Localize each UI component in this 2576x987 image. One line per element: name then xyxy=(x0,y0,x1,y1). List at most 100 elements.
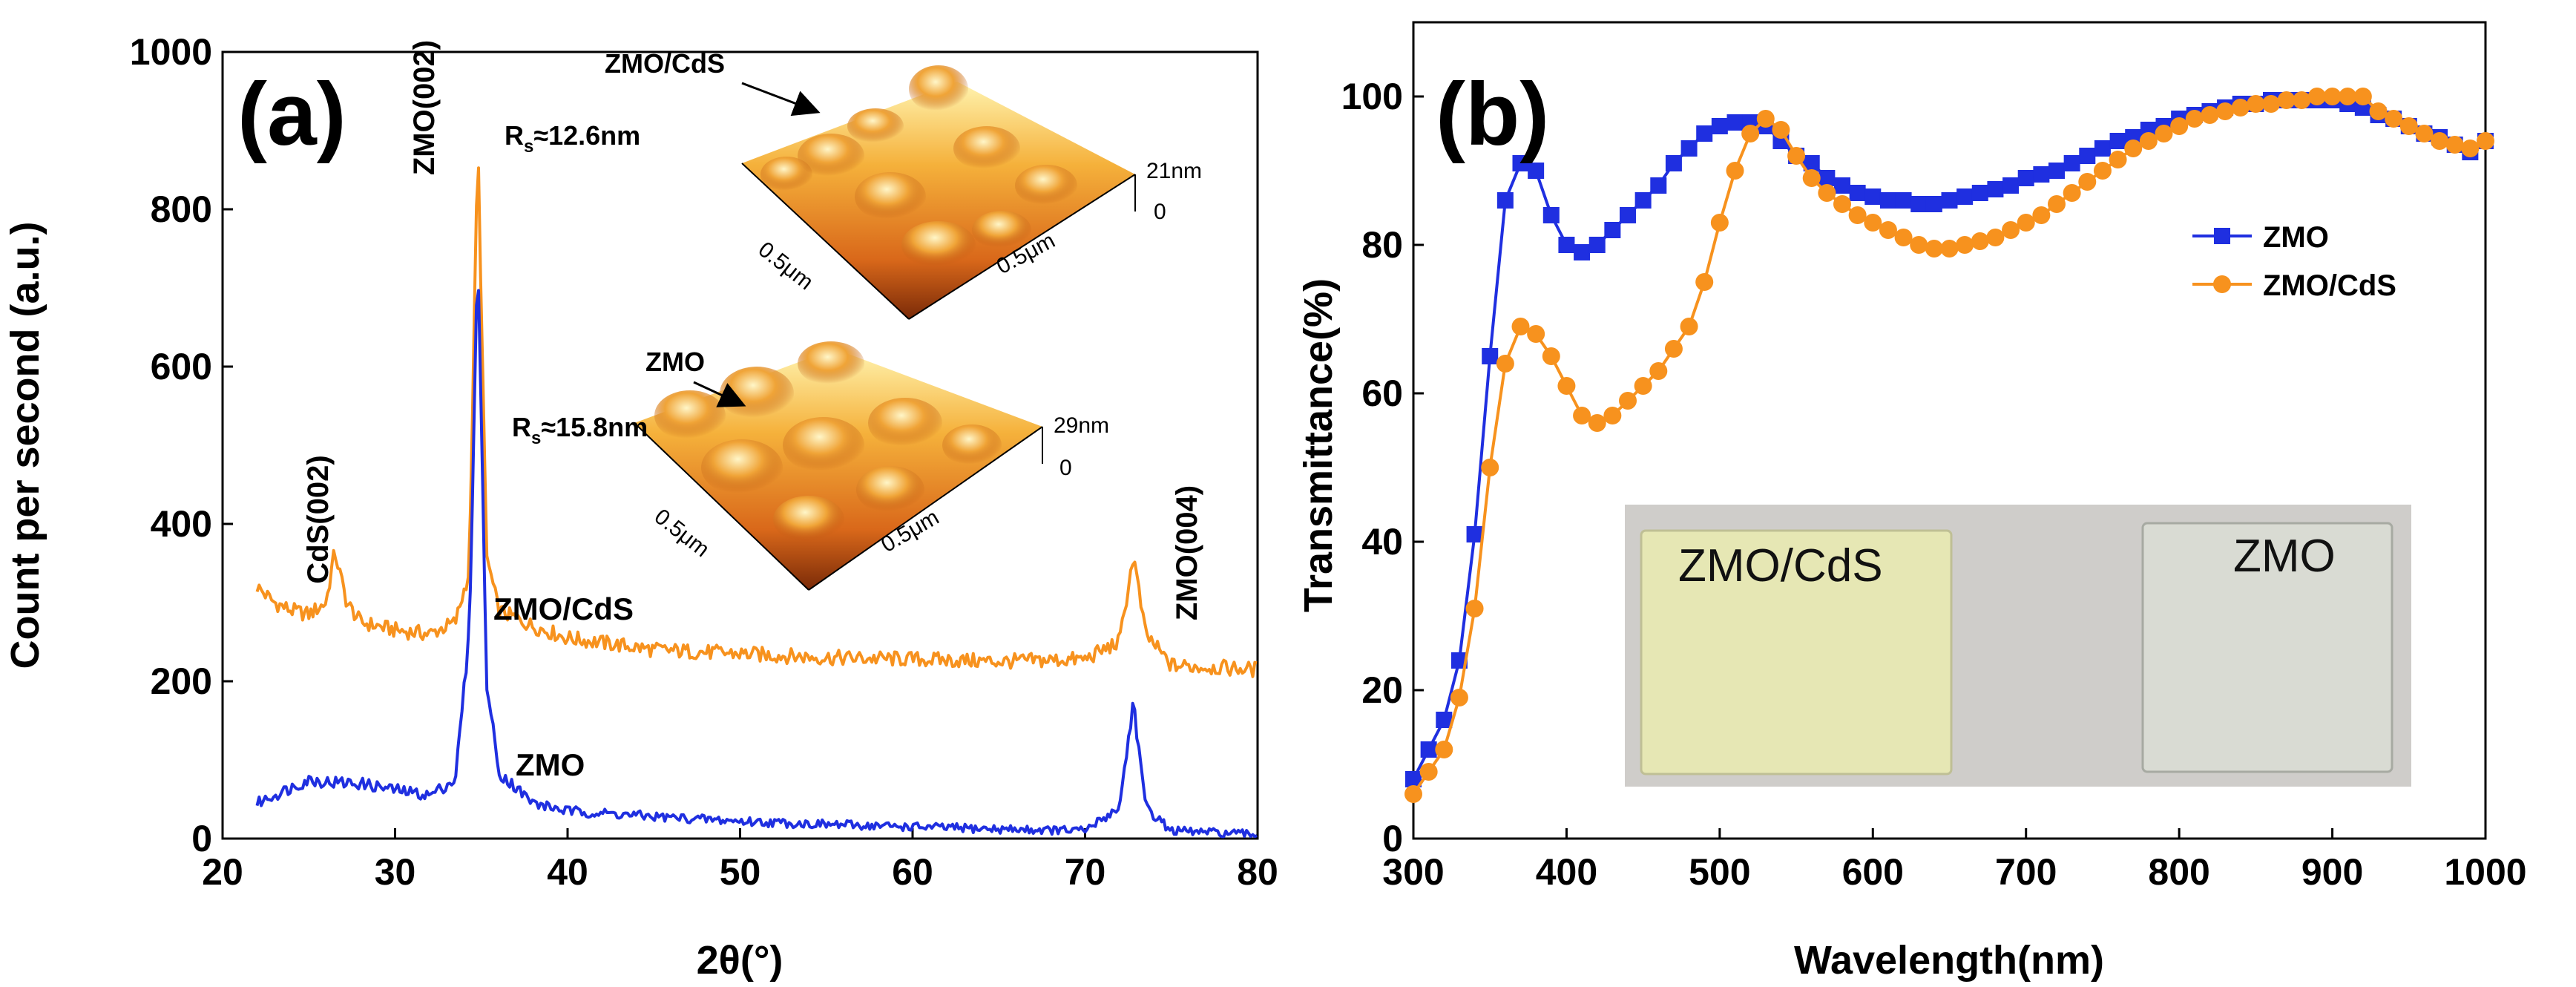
data-point-zmo xyxy=(1895,192,1912,209)
afm-zmax-zmo: 29nm xyxy=(1054,413,1109,438)
panel-a-x-tick-label: 40 xyxy=(547,851,588,893)
data-point-zmo-cds xyxy=(1619,392,1637,410)
photo-label-zmo: ZMO xyxy=(2233,531,2336,582)
data-point-zmo xyxy=(1604,222,1621,238)
panel-a-y-tick-label: 200 xyxy=(151,660,212,702)
data-point-zmo-cds xyxy=(1664,340,1683,358)
panel-b-y-tick-label: 80 xyxy=(1361,224,1403,266)
data-point-zmo xyxy=(1971,185,1988,201)
panel-a-x-axis-title: 2θ(°) xyxy=(697,938,783,983)
data-point-zmo-cds xyxy=(1710,214,1729,232)
data-point-zmo xyxy=(2063,155,2080,171)
afm-edge xyxy=(808,426,1043,591)
panel-a-y-tick-label: 0 xyxy=(191,818,212,859)
sample-photo-inset: ZMO/CdS ZMO xyxy=(1625,505,2411,787)
panel-b-y-tick-label: 100 xyxy=(1341,76,1403,117)
photo-sample-zmo-cds xyxy=(1640,529,1953,776)
data-point-zmo-cds xyxy=(2093,162,2112,180)
data-point-zmo-cds xyxy=(1603,407,1622,424)
data-point-zmo-cds xyxy=(2017,214,2035,232)
panel-b-transmittance-chart: 300 400 500 600 700 800 900 1000 0 20 40 60 80 100 ZM… xyxy=(1296,21,2527,983)
data-point-zmo xyxy=(1542,207,1560,223)
panel-b-label: (b) xyxy=(1436,65,1549,164)
afm-arrow-zmo-cds xyxy=(741,82,821,117)
data-point-zmo xyxy=(1803,155,1820,171)
data-point-zmo xyxy=(1849,185,1866,201)
data-point-zmo xyxy=(2002,177,2020,194)
panel-b-x-tick-label: 300 xyxy=(1382,851,1444,893)
data-point-zmo-cds xyxy=(1925,240,1943,258)
data-point-zmo xyxy=(1818,170,1836,186)
data-point-zmo-cds xyxy=(2262,95,2280,113)
data-point-zmo xyxy=(1482,348,1499,364)
panel-a-y-axis-title: Count per second (a.u.) xyxy=(3,221,47,669)
data-point-zmo xyxy=(1956,188,1974,205)
panel-a-x-tick-label: 70 xyxy=(1065,851,1106,893)
legend-marker-zmo-cds xyxy=(2213,275,2231,293)
data-point-zmo xyxy=(1405,771,1422,787)
data-point-zmo xyxy=(1987,181,2004,197)
panel-b-legend: ZMO ZMO/CdS xyxy=(2192,221,2396,302)
data-point-zmo-cds xyxy=(1848,206,1867,224)
afm-edge xyxy=(634,422,809,591)
afm-zmin-zmo: 0 xyxy=(1059,456,1072,480)
afm-bumps-zmo xyxy=(654,341,1002,543)
data-point-zmo-cds xyxy=(1910,236,1928,254)
data-point-zmo-cds xyxy=(1419,763,1438,781)
data-point-zmo-cds xyxy=(1435,741,1453,758)
panel-a-series xyxy=(255,166,1258,839)
data-point-zmo-cds xyxy=(1511,318,1530,335)
data-point-zmo-cds xyxy=(1756,110,1775,128)
data-point-zmo-cds xyxy=(1465,600,1484,617)
afm-zmax-zmo-cds: 21nm xyxy=(1146,159,1202,183)
panel-b-x-tick-label: 600 xyxy=(1842,851,1904,893)
data-point-zmo xyxy=(1726,114,1744,131)
afm-inset-zmo: ZMO Rs≈15.8nm 29nm 0 0.5μm 0.5μm xyxy=(512,341,1109,591)
xrd-series-zmo-cds xyxy=(255,166,1258,678)
peak-label-zmo002: ZMO(002) xyxy=(408,40,441,175)
data-point-zmo-cds xyxy=(1864,214,1882,232)
data-point-zmo xyxy=(2048,163,2065,179)
data-point-zmo-cds xyxy=(2307,88,2326,105)
data-point-zmo-cds xyxy=(2339,88,2357,105)
data-point-zmo-cds xyxy=(2323,88,2342,105)
data-point-zmo-cds xyxy=(1818,184,1836,202)
afm-edge xyxy=(908,174,1136,320)
data-point-zmo xyxy=(1711,118,1728,134)
data-point-zmo xyxy=(1496,192,1514,209)
data-point-zmo xyxy=(1665,155,1682,171)
data-point-zmo-cds xyxy=(2277,91,2296,109)
data-point-zmo xyxy=(1925,196,1942,212)
data-point-zmo xyxy=(1634,192,1652,209)
panel-a-y-tick-label: 1000 xyxy=(130,31,212,73)
data-point-zmo xyxy=(1864,188,1882,205)
data-point-zmo xyxy=(1834,177,1850,194)
data-point-zmo-cds xyxy=(1680,318,1698,335)
data-point-zmo-cds xyxy=(1649,362,1668,380)
data-point-zmo-cds xyxy=(2078,173,2097,191)
data-point-zmo-cds xyxy=(2032,206,2051,224)
data-point-zmo xyxy=(1420,741,1437,758)
data-point-zmo xyxy=(1910,196,1928,212)
data-point-zmo-cds xyxy=(1802,169,1821,187)
panel-a-x-tick-label: 50 xyxy=(720,851,761,893)
data-point-zmo xyxy=(2033,166,2050,183)
data-point-zmo-cds xyxy=(2369,102,2388,120)
photo-label-zmo-cds: ZMO/CdS xyxy=(1678,540,1883,591)
data-point-zmo-cds xyxy=(2124,140,2143,157)
data-point-zmo-cds xyxy=(1971,232,1989,250)
panel-a-x-tick-label: 60 xyxy=(892,851,933,893)
panel-a-y-tick-label: 600 xyxy=(151,346,212,387)
peak-label-cds002: CdS(002) xyxy=(302,455,335,583)
data-point-zmo xyxy=(1620,207,1636,223)
xrd-series-zmo xyxy=(255,289,1258,839)
data-point-zmo-cds xyxy=(1940,240,1959,258)
data-point-zmo-cds xyxy=(2170,117,2189,135)
curve-label-zmo: ZMO xyxy=(516,747,585,782)
data-point-zmo xyxy=(1588,237,1606,253)
data-point-zmo-cds xyxy=(1787,147,1806,165)
legend-label-zmo: ZMO xyxy=(2263,221,2329,254)
panel-b-y-tick-label: 20 xyxy=(1361,669,1403,711)
